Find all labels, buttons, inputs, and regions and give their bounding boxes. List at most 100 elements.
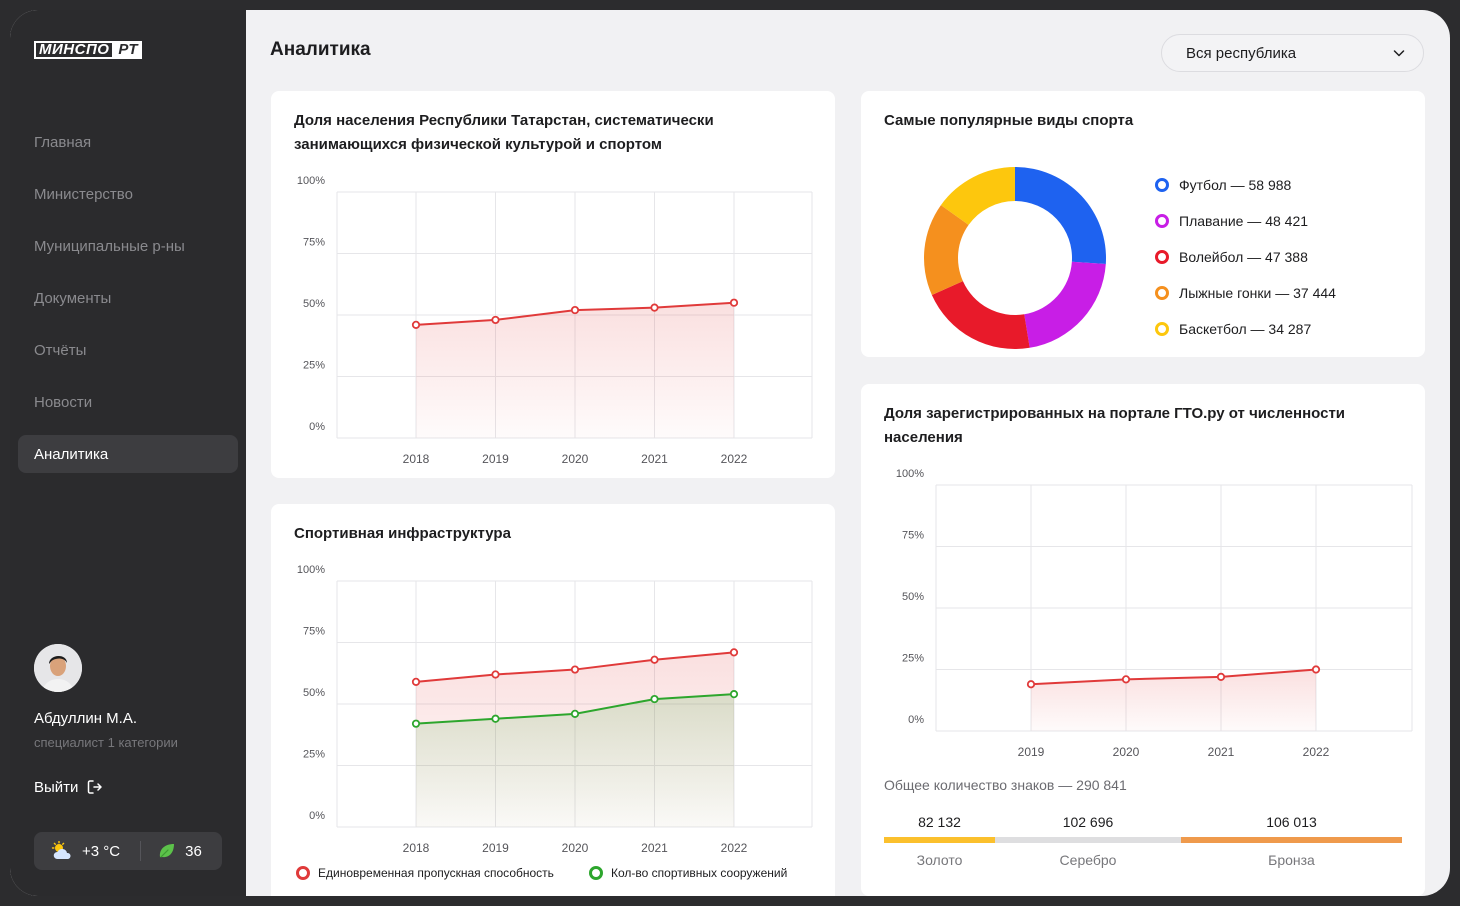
legend-facilities-label: Кол-во спортивных сооружений (611, 866, 788, 880)
gto-total-label: Общее количество знаков — 290 841 (884, 777, 1127, 793)
series-line (1030, 668, 1317, 686)
user-role: специалист 1 категории (34, 735, 178, 750)
bronze-bar (1181, 837, 1402, 843)
x-tick-label: 2020 (562, 452, 589, 466)
air-quality-value: 36 (185, 842, 202, 860)
sports-legend-item[interactable]: Волейбол — 47 388 (1155, 249, 1308, 265)
data-point (411, 677, 421, 686)
weather-cloud-sun-icon (51, 841, 71, 859)
legend-capacity-marker (296, 866, 310, 880)
legend-label: Баскетбол — 34 287 (1179, 321, 1312, 337)
legend-marker (1155, 250, 1169, 264)
y-tick-label: 0% (309, 421, 325, 433)
legend-facilities[interactable]: Кол-во спортивных сооружений (589, 866, 787, 880)
x-tick-label: 2022 (721, 452, 748, 466)
avatar-image (34, 644, 82, 692)
infrastructure-chart: 100% 75% 50% 25% 0% 2018 2019 2020 2021 2022 (297, 564, 813, 854)
x-tick-label: 2019 (482, 841, 509, 854)
avatar[interactable] (34, 644, 82, 692)
y-tick-label: 25% (303, 749, 325, 761)
data-point (491, 714, 500, 723)
x-tick-label: 2022 (721, 841, 748, 854)
x-tick-label: 2021 (641, 841, 668, 854)
nav-reports[interactable]: Отчёты (34, 341, 87, 359)
data-point (729, 690, 739, 699)
y-tick-label: 0% (309, 810, 325, 822)
sports-legend-item[interactable]: Лыжные гонки — 37 444 (1155, 285, 1336, 301)
legend-label: Футбол — 58 988 (1179, 177, 1292, 193)
data-point (1121, 675, 1131, 684)
y-tick-label: 0% (908, 714, 924, 726)
nav-home[interactable]: Главная (34, 133, 92, 151)
x-tick-label: 2018 (403, 841, 430, 854)
population-share-card: Доля населения Республики Татарстан, сис… (271, 91, 835, 478)
y-tick-label: 50% (303, 687, 325, 699)
x-tick-label: 2019 (1018, 745, 1045, 759)
legend-marker (1155, 322, 1169, 336)
logo-part-2: РТ (114, 41, 143, 59)
popular-sports-title: Самые популярные виды спорта (884, 112, 1134, 129)
nav-analytics[interactable]: Аналитика (18, 435, 238, 473)
y-tick-label: 25% (902, 653, 924, 665)
region-select[interactable]: Вся республика (1161, 34, 1424, 72)
legend-label: Плавание — 48 421 (1179, 213, 1309, 229)
bronze-value: 106 013 (1266, 814, 1317, 830)
sports-legend-item[interactable]: Футбол — 58 988 (1155, 177, 1291, 193)
region-select-value: Вся республика (1186, 44, 1297, 62)
pie-slice (940, 167, 1015, 225)
gold-label: Золото (916, 852, 963, 868)
data-point (1311, 665, 1321, 674)
legend-facilities-marker (589, 866, 603, 880)
silver-label: Серебро (1059, 852, 1117, 868)
temperature-value: +3 °C (82, 842, 121, 860)
sports-legend-item[interactable]: Плавание — 48 421 (1155, 213, 1308, 229)
nav-news[interactable]: Новости (34, 393, 93, 411)
page-title: Аналитика (270, 39, 371, 60)
y-tick-label: 75% (303, 237, 325, 249)
pie-slice (1024, 261, 1106, 348)
data-point (570, 305, 580, 315)
ministry-logo[interactable]: МИНСПО РТ (34, 41, 143, 59)
y-tick-label: 50% (902, 591, 924, 603)
data-point (491, 670, 500, 679)
pie-slice (1015, 167, 1106, 264)
sidebar-nav: Главная Министерство Муниципальные р-ны … (18, 123, 238, 487)
infrastructure-card: Спортивная инфраструктура 100% 75% 50% 25% 0… (271, 504, 835, 896)
silver-bar (995, 837, 1181, 843)
logout-label: Выйти (34, 778, 79, 796)
y-tick-label: 25% (303, 360, 325, 372)
sidebar: МИНСПО РТ Главная Министерство Муниципаль… (10, 10, 246, 896)
data-point (411, 719, 421, 728)
series-area (1031, 669, 1316, 731)
y-tick-label: 100% (297, 175, 325, 187)
bronze-label: Бронза (1268, 852, 1315, 868)
data-point (411, 320, 421, 329)
x-tick-label: 2021 (641, 452, 668, 466)
gold-value: 82 132 (918, 814, 961, 830)
popular-sports-donut (924, 167, 1106, 349)
data-point (650, 303, 659, 312)
x-tick-label: 2022 (1303, 745, 1330, 759)
data-point (650, 694, 659, 704)
pie-slice (924, 205, 969, 296)
x-tick-label: 2021 (1208, 745, 1235, 759)
data-point (1216, 672, 1226, 681)
sports-legend-item[interactable]: Баскетбол — 34 287 (1155, 321, 1311, 337)
series-area (416, 694, 734, 827)
data-point (729, 298, 739, 307)
infrastructure-title: Спортивная инфраструктура (294, 525, 511, 542)
legend-capacity[interactable]: Единовременная пропускная способность (296, 866, 554, 880)
nav-ministry[interactable]: Министерство (34, 185, 133, 203)
temperature-info: +3 °C (34, 841, 120, 861)
logout-button[interactable]: Выйти (34, 778, 104, 796)
leaf-icon (160, 844, 175, 858)
gold-bar (884, 837, 995, 843)
app-window: МИНСПО РТ Главная Министерство Муниципаль… (10, 10, 1450, 896)
nav-municipal[interactable]: Муниципальные р-ны (34, 237, 185, 255)
population-share-title: Доля населения Республики Татарстан, сис… (294, 112, 714, 153)
y-tick-label: 75% (303, 626, 325, 638)
nav-documents[interactable]: Документы (34, 289, 112, 307)
legend-marker (1155, 214, 1169, 228)
data-point (570, 709, 580, 718)
y-tick-label: 50% (303, 298, 325, 310)
